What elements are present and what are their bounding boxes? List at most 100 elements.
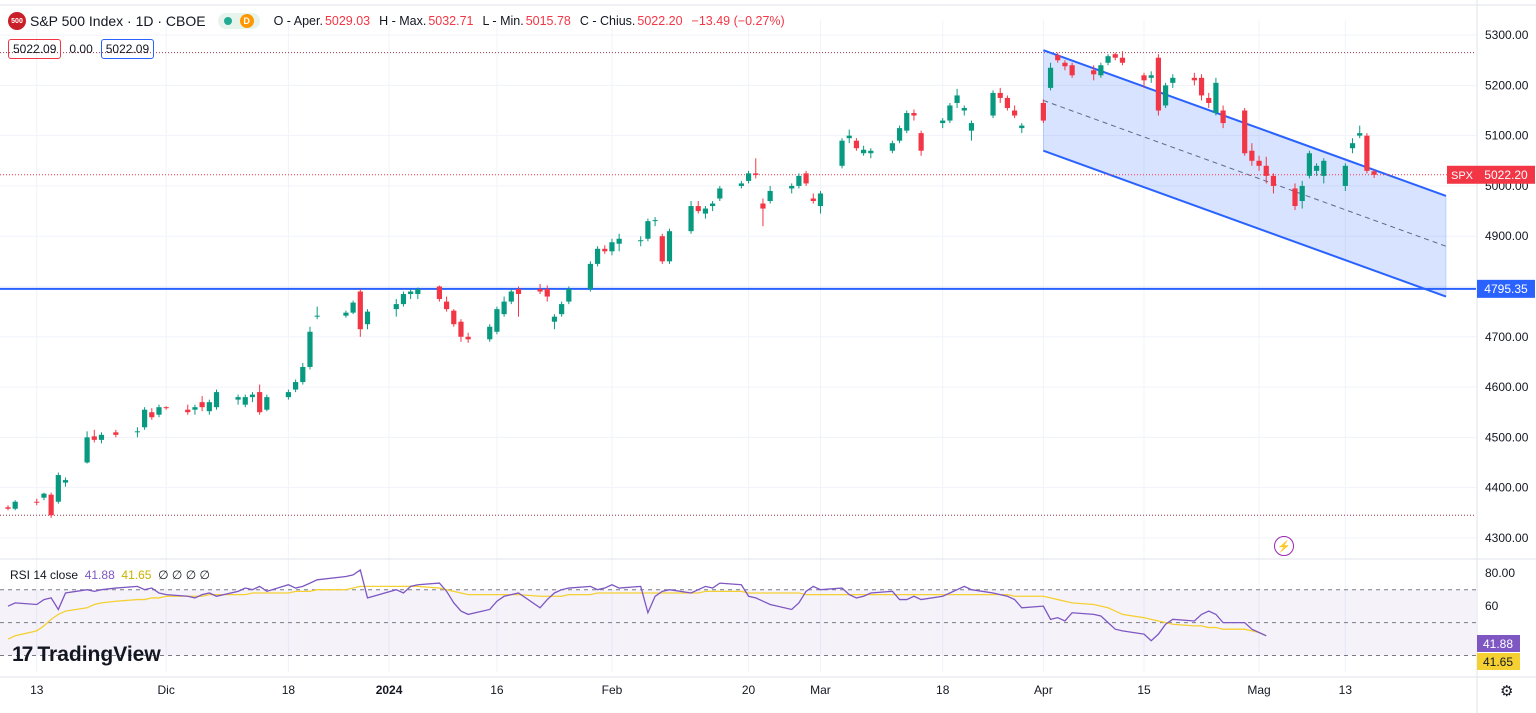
candle-body xyxy=(911,113,917,116)
time-tick-label: 13 xyxy=(1339,683,1353,697)
candle-body xyxy=(666,231,673,262)
rsi-ma-tag xyxy=(1477,653,1520,670)
candle-body xyxy=(501,301,507,315)
candle-body xyxy=(1047,67,1054,88)
market-status-pill[interactable]: D xyxy=(217,13,260,29)
candle-body xyxy=(1292,188,1298,207)
candle-body xyxy=(257,392,263,413)
candle-body xyxy=(1105,56,1111,63)
ohlc-open-value: 5029.03 xyxy=(324,14,371,28)
candle-body xyxy=(242,397,248,405)
candle-body xyxy=(1364,135,1370,171)
candle-body xyxy=(839,140,845,166)
settings-gear-icon[interactable]: ⚙ xyxy=(1500,683,1514,700)
candle-body xyxy=(695,206,701,212)
candle-body xyxy=(436,286,442,300)
time-tick-label: Dic xyxy=(158,683,175,697)
bid-price-box[interactable]: 5022.09 xyxy=(8,39,62,59)
candle-body xyxy=(796,175,802,186)
ask-price-box[interactable]: 5022.09 xyxy=(100,39,155,59)
time-tick-label: 16 xyxy=(490,683,504,697)
candle-body xyxy=(1148,75,1154,78)
rsi-ma-tag-label: 41.65 xyxy=(1483,655,1513,669)
candle-body xyxy=(1040,102,1046,121)
candle-body xyxy=(1256,160,1262,166)
rsi-ma-value: 41.65 xyxy=(121,568,152,582)
candle-body xyxy=(1055,55,1061,61)
candle-body xyxy=(652,220,658,222)
candle-body xyxy=(688,206,694,232)
candle-body xyxy=(206,402,212,412)
candle-body xyxy=(551,316,558,322)
candle-body xyxy=(5,507,11,509)
ohlc-close-label: C - Chius. xyxy=(579,14,636,28)
candle-body xyxy=(1155,57,1161,111)
candle-body xyxy=(393,304,399,310)
candle-body xyxy=(307,331,313,367)
candle-body xyxy=(817,193,824,207)
ohlc-high-value: 5032.71 xyxy=(428,14,474,28)
candle-body xyxy=(487,326,493,340)
candle-body xyxy=(1321,160,1327,176)
candle-body xyxy=(997,92,1003,98)
symbol-title[interactable]: S&P 500 Index · 1D · CBOE xyxy=(30,13,206,29)
candle-body xyxy=(1170,77,1176,83)
candle-body xyxy=(1313,165,1320,171)
candle-body xyxy=(904,113,910,131)
rsi-label[interactable]: RSI 14 close xyxy=(10,568,79,582)
candle-body xyxy=(494,309,500,332)
candle-body xyxy=(638,240,644,242)
candle-body xyxy=(343,312,349,316)
candle-body xyxy=(285,392,292,398)
candle-body xyxy=(249,394,256,398)
price-tick-label: 5300.00 xyxy=(1485,28,1529,42)
candle-body xyxy=(537,289,543,292)
ohlc-high-label: H - Max. xyxy=(379,14,427,28)
candle-body xyxy=(616,238,622,244)
candle-body xyxy=(300,366,306,383)
lightning-icon[interactable]: ⚡ xyxy=(1274,536,1294,556)
candle-body xyxy=(1162,85,1169,106)
rsi-value-tag-label: 41.88 xyxy=(1483,637,1513,651)
candle-body xyxy=(1357,133,1363,136)
ohlc-open-label: O - Aper. xyxy=(273,14,323,28)
time-tick-label: 20 xyxy=(742,683,756,697)
candle-body xyxy=(84,437,90,463)
candle-body xyxy=(1270,175,1277,186)
candle-body xyxy=(142,409,148,428)
candle-body xyxy=(293,382,299,390)
candle-body xyxy=(98,434,105,440)
candle-body xyxy=(199,402,205,408)
candle-body xyxy=(149,412,155,418)
candle-body xyxy=(1112,54,1118,58)
candle-body xyxy=(990,92,996,116)
candle-body xyxy=(1191,77,1197,81)
candle-body xyxy=(889,143,895,151)
candle-body xyxy=(113,432,119,435)
price-tick-label: 4300.00 xyxy=(1485,531,1529,545)
candle-body xyxy=(357,291,363,330)
candle-body xyxy=(710,203,716,207)
spread-value: 0.00 xyxy=(69,42,93,56)
candle-body xyxy=(918,133,924,151)
candle-body xyxy=(954,95,960,103)
candle-body xyxy=(587,263,593,290)
candle-body xyxy=(400,294,407,305)
candle-body xyxy=(443,301,450,310)
candle-body xyxy=(1091,70,1097,75)
rsi-line xyxy=(7,568,1267,642)
symbol-tag-label: SPX xyxy=(1451,170,1474,182)
candle-body xyxy=(508,291,514,302)
candle-body xyxy=(264,397,270,410)
rsi-legend: RSI 14 close 41.88 41.65 ∅ ∅ ∅ ∅ xyxy=(10,568,210,582)
candle-body xyxy=(1141,75,1147,81)
time-tick-label: Mag xyxy=(1247,683,1270,697)
candle-body xyxy=(156,407,162,415)
candle-body xyxy=(738,183,744,186)
price-tick-label: 5200.00 xyxy=(1485,78,1529,92)
ohlc-values: O - Aper. 5029.03 H - Max. 5032.71 L - Min… xyxy=(274,14,787,28)
rsi-extra-values: ∅ ∅ ∅ ∅ xyxy=(158,568,210,582)
candle-body xyxy=(803,173,809,184)
candle-body xyxy=(192,407,198,410)
